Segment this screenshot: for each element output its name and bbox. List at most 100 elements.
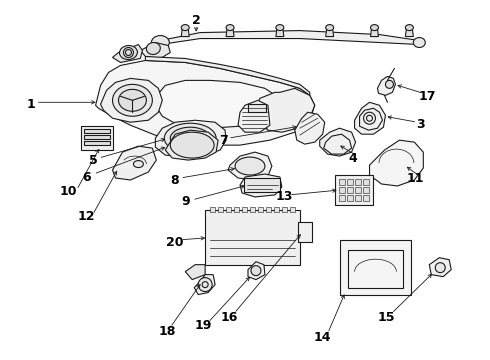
Ellipse shape (276, 24, 284, 31)
Polygon shape (228, 152, 272, 180)
Bar (226, 207, 231, 212)
Bar (339, 187, 344, 193)
Ellipse shape (171, 127, 210, 149)
Polygon shape (146, 57, 310, 95)
Polygon shape (255, 88, 315, 132)
Polygon shape (429, 258, 451, 276)
Bar (298, 222, 312, 242)
Polygon shape (326, 28, 334, 37)
Polygon shape (113, 146, 156, 180)
Ellipse shape (120, 45, 137, 59)
Circle shape (435, 263, 445, 273)
Polygon shape (276, 28, 284, 37)
Text: 19: 19 (195, 319, 212, 332)
Polygon shape (240, 174, 282, 197)
Text: 6: 6 (82, 171, 91, 184)
Circle shape (251, 266, 261, 276)
Polygon shape (355, 102, 386, 134)
Polygon shape (319, 128, 356, 156)
Text: 18: 18 (159, 325, 176, 338)
Text: 3: 3 (416, 118, 425, 131)
Ellipse shape (181, 24, 189, 31)
Polygon shape (238, 100, 270, 132)
Bar (363, 187, 368, 193)
Polygon shape (405, 28, 414, 37)
Text: 11: 11 (407, 171, 424, 185)
Polygon shape (181, 28, 189, 37)
Ellipse shape (171, 132, 214, 158)
Text: 17: 17 (418, 90, 436, 103)
Bar (282, 207, 287, 212)
Bar (355, 195, 361, 201)
Polygon shape (155, 120, 226, 157)
Bar (84, 129, 110, 133)
Bar (347, 250, 403, 288)
Text: 1: 1 (26, 98, 35, 111)
Bar (244, 178, 280, 192)
Bar (234, 207, 239, 212)
Bar (355, 187, 361, 193)
Circle shape (198, 278, 212, 292)
Bar (84, 141, 110, 145)
Text: 20: 20 (166, 236, 183, 249)
Text: 13: 13 (275, 190, 293, 203)
Ellipse shape (119, 89, 147, 111)
Bar (339, 179, 344, 185)
Bar (290, 207, 295, 212)
Polygon shape (377, 76, 395, 95)
Polygon shape (155, 80, 280, 128)
Text: 12: 12 (78, 210, 96, 223)
Text: 15: 15 (378, 311, 395, 324)
Ellipse shape (326, 24, 334, 31)
Ellipse shape (405, 24, 414, 31)
Bar (339, 195, 344, 201)
Polygon shape (96, 60, 315, 145)
Bar (355, 179, 361, 185)
Bar (218, 207, 223, 212)
Bar (242, 207, 247, 212)
Ellipse shape (147, 42, 160, 54)
Bar (363, 195, 368, 201)
Polygon shape (369, 140, 423, 186)
Bar (363, 179, 368, 185)
Polygon shape (226, 28, 234, 37)
Circle shape (386, 80, 393, 88)
Polygon shape (370, 28, 378, 37)
Bar (248, 104, 266, 112)
Bar (335, 175, 372, 205)
Polygon shape (194, 275, 215, 294)
Polygon shape (185, 265, 205, 280)
Polygon shape (248, 262, 265, 280)
Bar (250, 207, 255, 212)
Ellipse shape (226, 24, 234, 31)
Ellipse shape (414, 37, 425, 48)
Text: 8: 8 (170, 174, 178, 186)
Bar (205, 210, 300, 265)
Text: 4: 4 (348, 152, 357, 165)
Bar (346, 195, 353, 201)
Ellipse shape (164, 123, 216, 153)
Polygon shape (100, 78, 162, 122)
Text: 10: 10 (60, 185, 77, 198)
Bar (210, 207, 215, 212)
Bar (346, 187, 353, 193)
Polygon shape (113, 45, 143, 62)
Polygon shape (141, 42, 171, 58)
Text: 2: 2 (192, 14, 200, 27)
Ellipse shape (133, 161, 144, 167)
Bar (258, 207, 263, 212)
Bar (274, 207, 279, 212)
Ellipse shape (235, 157, 265, 175)
Polygon shape (160, 31, 419, 45)
Bar (340, 240, 412, 294)
Polygon shape (295, 112, 325, 144)
Text: 16: 16 (220, 311, 238, 324)
Ellipse shape (370, 24, 378, 31)
Text: 14: 14 (314, 331, 331, 344)
Text: 7: 7 (219, 134, 227, 147)
Bar (81, 126, 113, 150)
Bar (266, 207, 271, 212)
Text: 9: 9 (181, 195, 190, 208)
Bar (346, 179, 353, 185)
Bar (84, 135, 110, 139)
